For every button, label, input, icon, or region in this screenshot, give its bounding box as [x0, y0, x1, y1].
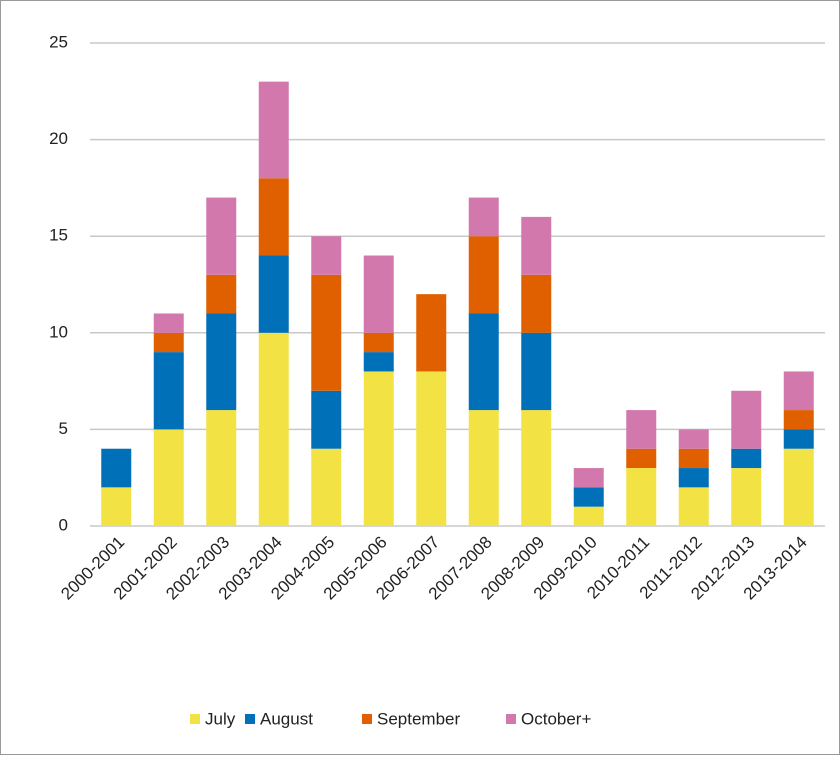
y-tick-label: 15 [49, 226, 68, 245]
bar-segment [783, 448, 814, 526]
bar-segment [153, 332, 184, 353]
y-tick-label: 10 [49, 322, 68, 341]
bar-segment [311, 274, 342, 391]
bar-segment [101, 487, 132, 526]
bar-segment [731, 468, 762, 526]
legend-label: September [377, 709, 460, 728]
bar-segment [416, 294, 447, 372]
bar-segment [626, 468, 657, 526]
legend-swatch [245, 714, 255, 724]
bar-segment [206, 410, 237, 526]
bar-segment [416, 371, 447, 526]
bar-segment [153, 429, 184, 526]
bar-segment [153, 352, 184, 430]
bar-segment [678, 468, 709, 488]
bar-segment [311, 390, 342, 449]
bar-segment [783, 429, 814, 449]
bar-segment [206, 313, 237, 411]
bar-segment [206, 197, 237, 275]
bar-segment [363, 332, 394, 353]
y-tick-label: 25 [49, 32, 68, 51]
bar-segment [258, 332, 289, 526]
legend-swatch [362, 714, 372, 724]
bar-segment [783, 410, 814, 430]
bar-segment [521, 274, 552, 333]
bar-segment [521, 332, 552, 411]
bar-segment [206, 274, 237, 314]
bar-segment [678, 487, 709, 526]
bar-segment [468, 410, 499, 526]
bar-segment [258, 255, 289, 333]
bar-segment [258, 81, 289, 179]
bar-segment [783, 371, 814, 411]
y-tick-label: 0 [59, 515, 68, 534]
bar-segment [363, 371, 394, 526]
bar-segment [731, 390, 762, 449]
bar-segment [468, 313, 499, 411]
bar-segment [521, 410, 552, 526]
legend-label: October+ [521, 709, 591, 728]
legend-swatch [190, 714, 200, 724]
bar-segment [153, 313, 184, 333]
bar-segment [311, 236, 342, 275]
bar-segment [573, 468, 604, 488]
legend-swatch [506, 714, 516, 724]
bar-segment [626, 448, 657, 469]
bar-segment [468, 236, 499, 314]
bar-segment [573, 487, 604, 507]
legend-label: July [205, 709, 236, 728]
bar-segment [363, 255, 394, 333]
bar-segment [101, 448, 132, 488]
bar-segment [731, 448, 762, 469]
bar-segment [311, 448, 342, 526]
bar-segment [573, 506, 604, 526]
bar-segment [678, 448, 709, 469]
bar-segment [521, 216, 552, 275]
bar-segment [626, 410, 657, 449]
bar-segment [678, 429, 709, 449]
y-tick-label: 20 [49, 129, 68, 148]
bar-segment [468, 197, 499, 237]
bar-segment [363, 352, 394, 372]
bar-segment [258, 178, 289, 256]
y-tick-label: 5 [59, 419, 68, 438]
legend-label: August [260, 709, 313, 728]
